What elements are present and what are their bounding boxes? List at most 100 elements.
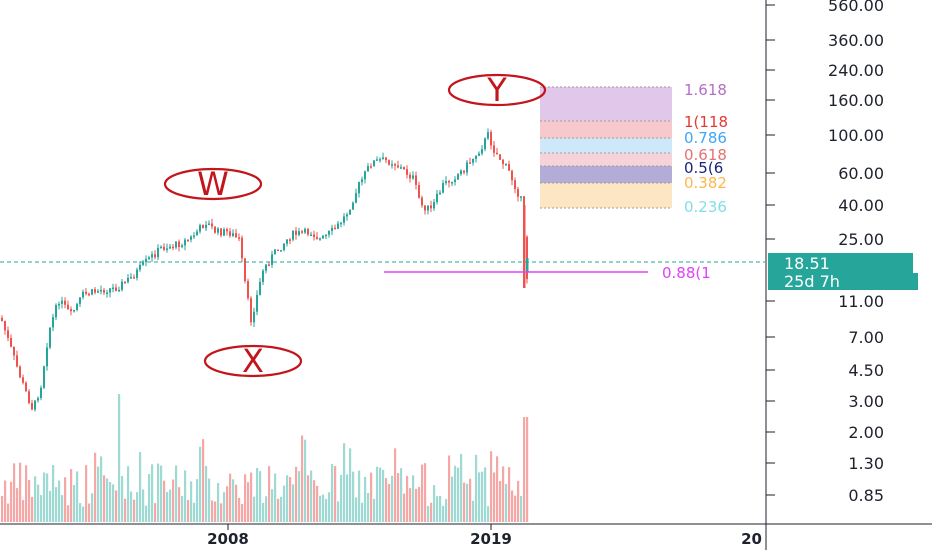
volume-bar	[517, 480, 520, 522]
volume-bar	[196, 479, 199, 522]
candle-body	[421, 197, 423, 206]
candle-body	[514, 180, 516, 189]
volume-bar	[76, 471, 79, 522]
volume-bar	[295, 466, 298, 522]
volume-bar	[67, 505, 70, 522]
volume-bar	[169, 489, 172, 522]
candle-body	[292, 230, 294, 240]
candle-body	[469, 162, 471, 164]
candle-body	[166, 248, 168, 250]
candle-body	[250, 298, 252, 323]
fib-zones	[540, 86, 672, 209]
candle-body	[322, 235, 324, 239]
candle-body	[397, 165, 399, 168]
last-price-tag-bg	[768, 253, 913, 273]
volume-bar	[313, 480, 316, 522]
volume-bar	[460, 453, 463, 522]
volume-bar	[157, 463, 160, 522]
volume-bar	[220, 503, 223, 522]
y-tick-label: 1.30	[848, 454, 884, 473]
volume-bar	[301, 435, 304, 522]
volume-bar	[82, 506, 85, 522]
volume-bar	[73, 485, 76, 522]
candle-body	[436, 193, 438, 203]
candle-body	[76, 303, 78, 310]
volume-bar	[433, 485, 436, 522]
candle-body	[472, 158, 474, 163]
volume-bar	[427, 505, 430, 522]
candle-body	[463, 170, 465, 173]
volume-bar	[7, 503, 10, 522]
support-label: 0.88(1	[662, 264, 711, 282]
volume-bar	[118, 394, 121, 522]
volume-bar	[55, 487, 58, 522]
candle-body	[415, 175, 417, 185]
candle-body	[232, 233, 234, 236]
x-axis[interactable]: 2008 2019 20	[207, 524, 767, 548]
candle-body	[1, 318, 3, 322]
volume-bar	[184, 470, 187, 522]
volume-bar	[49, 490, 52, 522]
candle-body	[133, 277, 135, 279]
candle-body	[79, 297, 81, 304]
y-tick-label: 100.00	[828, 126, 884, 145]
candle-body	[118, 289, 120, 292]
wave-ellipse-x	[203, 344, 303, 378]
candle-body	[433, 202, 435, 209]
volume-bar	[349, 448, 352, 522]
candle-body	[388, 160, 390, 165]
volume-bar	[145, 505, 148, 522]
y-tick-label: 240.00	[828, 61, 884, 80]
candle-body	[22, 377, 24, 383]
candle-body	[526, 258, 529, 272]
candle-body	[304, 228, 306, 233]
volume-bar	[70, 469, 73, 522]
candle-body	[97, 291, 99, 293]
candles	[1, 128, 529, 412]
candle-body	[508, 164, 510, 171]
candle-body	[280, 250, 282, 252]
volume-bar	[343, 443, 346, 522]
volume-bar	[40, 495, 43, 522]
volume-bar	[61, 495, 64, 522]
volume-bar	[262, 502, 265, 522]
volume-bar	[217, 483, 220, 522]
volume-bar	[226, 486, 229, 522]
volume-bar	[421, 464, 424, 522]
candle-body	[439, 192, 441, 195]
y-axis[interactable]: 560.00 360.00 240.00 160.00 100.00 60.00 40.00…	[766, 0, 884, 505]
volume-bar	[424, 463, 427, 522]
candle-body	[502, 159, 504, 165]
candle-body	[340, 222, 342, 225]
candle-body	[454, 179, 456, 183]
countdown-tag: 25d 7h	[768, 272, 918, 291]
candle-body	[130, 277, 132, 279]
volume-bar	[316, 485, 319, 522]
volume-bar	[370, 472, 373, 522]
volume-bar	[268, 466, 271, 522]
y-tick-label: 0.85	[848, 486, 884, 505]
volume-bar	[238, 497, 241, 522]
candle-body	[526, 236, 528, 280]
volume-bar	[103, 475, 106, 522]
volume-bar	[31, 496, 34, 522]
volume-bar	[436, 496, 439, 522]
candle-body	[115, 287, 117, 292]
volume-bar	[397, 473, 400, 522]
candle-body	[181, 245, 183, 247]
y-tick-label: 160.00	[828, 91, 884, 110]
volume-bar	[487, 506, 490, 522]
volume-bar	[178, 487, 181, 522]
volume-bar	[52, 464, 55, 522]
candle-body	[178, 241, 180, 247]
candle-body	[289, 239, 291, 241]
wave-ellipse-w	[163, 167, 263, 201]
candle-body	[328, 230, 330, 235]
candle-body	[385, 157, 387, 161]
volume-bar	[439, 495, 442, 522]
volume-bar	[130, 491, 133, 522]
candle-body	[67, 304, 69, 310]
volume-bar	[100, 456, 103, 522]
candle-body	[49, 327, 51, 348]
